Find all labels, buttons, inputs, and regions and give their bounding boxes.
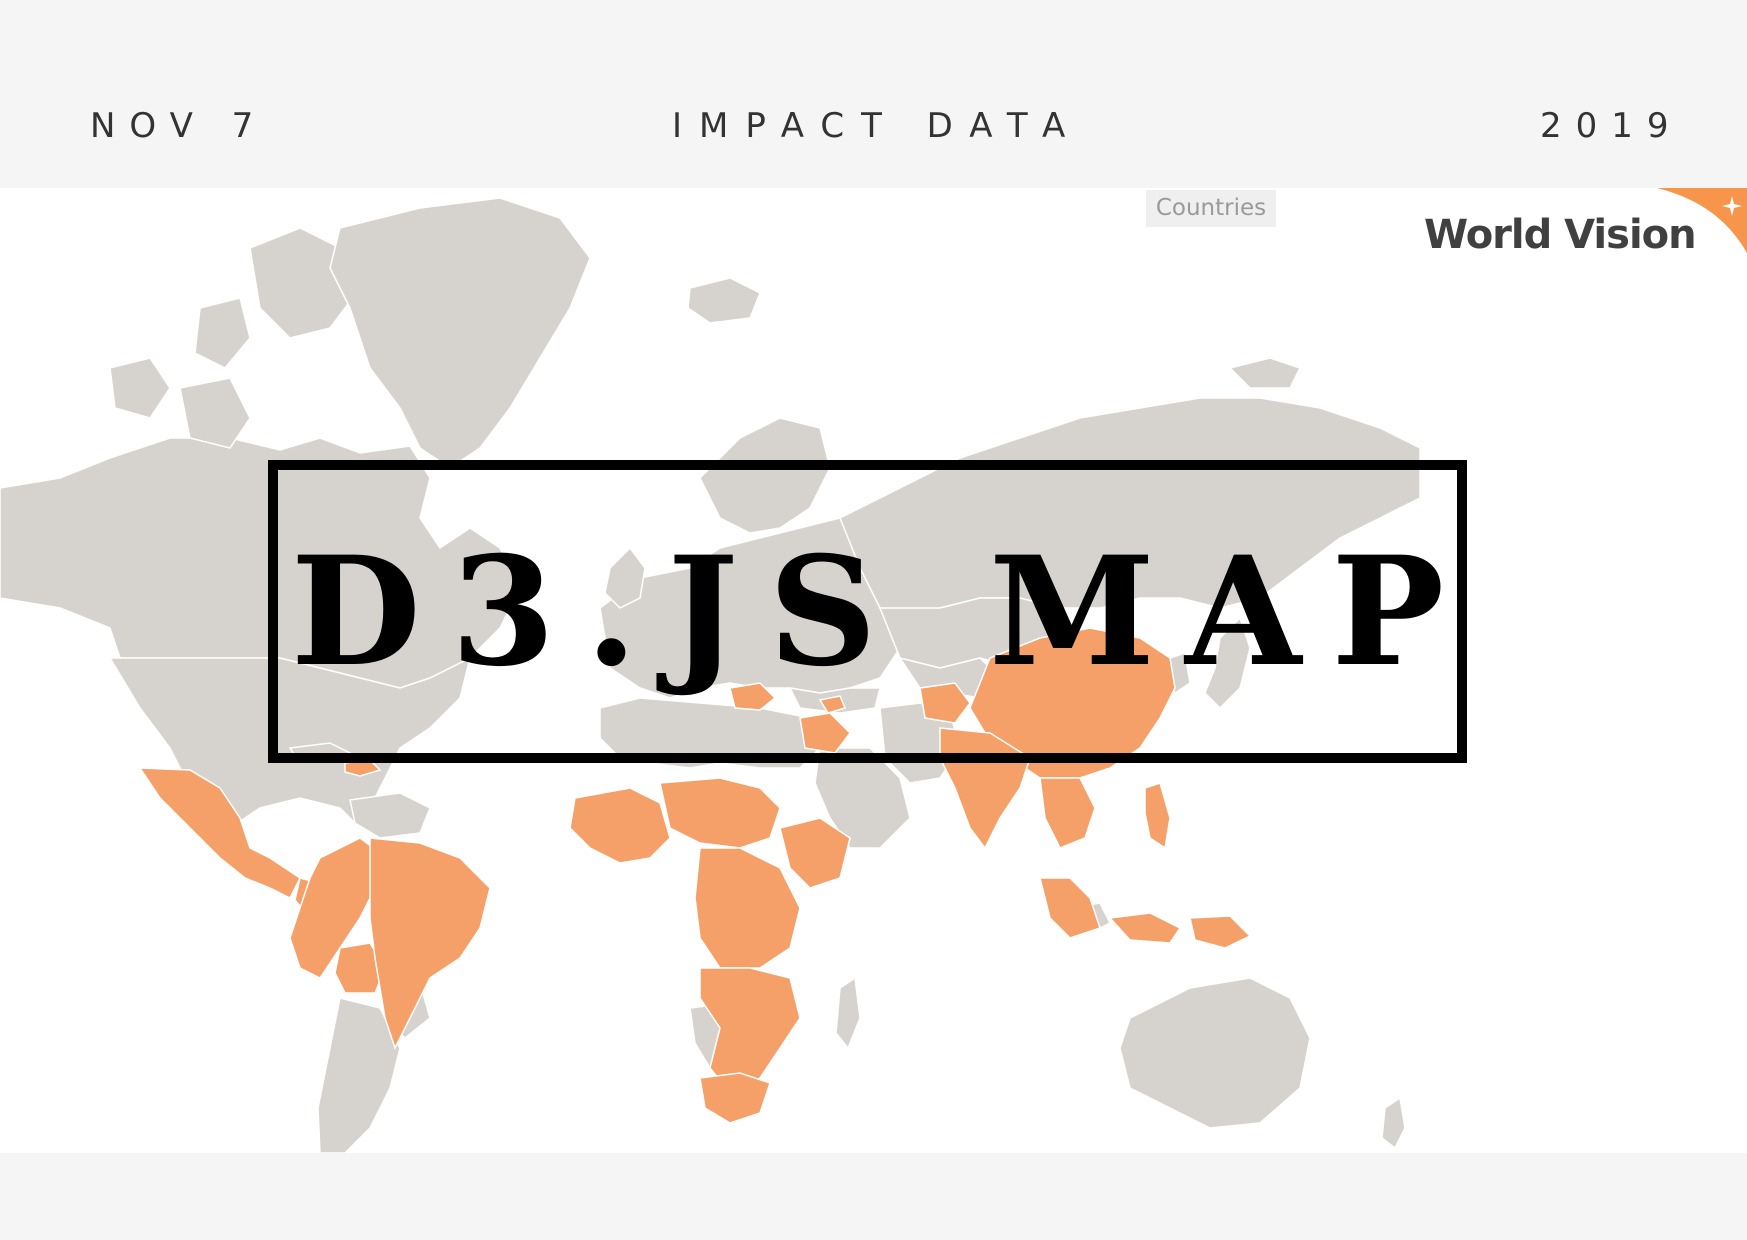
country-armenia-georgia[interactable] (818, 695, 847, 714)
footer-bar (0, 1153, 1747, 1240)
header-date: NOV 7 (90, 106, 268, 146)
region-europe[interactable] (599, 517, 901, 699)
country-ethiopia-somalia[interactable] (779, 817, 851, 889)
country-south-africa[interactable] (699, 1072, 771, 1124)
country-afghanistan[interactable] (919, 682, 971, 724)
island-arctic-4[interactable] (109, 357, 171, 419)
country-japan[interactable] (1204, 616, 1251, 710)
country-brazil[interactable] (369, 837, 491, 1050)
island-far-east[interactable] (1228, 357, 1302, 389)
header-bar (0, 0, 1747, 188)
country-uk[interactable] (604, 546, 646, 609)
country-venezuela[interactable] (349, 792, 431, 839)
region-east-central-africa[interactable] (694, 847, 801, 969)
title-frame: D3.JS MAP (268, 460, 1467, 763)
main-title: D3.JS MAP (290, 523, 1475, 700)
country-greenland[interactable] (329, 197, 591, 469)
island-arctic-5[interactable] (179, 377, 251, 449)
country-png[interactable] (1189, 915, 1252, 949)
region-sahel[interactable] (659, 777, 781, 849)
country-mexico[interactable] (138, 767, 301, 900)
map-legend-label[interactable]: Countries (1146, 190, 1276, 227)
country-philippines[interactable] (1144, 782, 1171, 850)
country-indonesia-east[interactable] (1108, 912, 1182, 944)
country-indonesia-west[interactable] (1039, 877, 1101, 939)
logo-text: World Vision (1424, 212, 1697, 258)
map-land-layer (0, 197, 1421, 1153)
header-subtitle: IMPACT DATA (672, 106, 1083, 146)
island-arctic-3[interactable] (194, 297, 251, 369)
logo-swoosh-icon (1657, 188, 1747, 253)
region-southern-africa[interactable] (699, 967, 801, 1094)
country-new-zealand[interactable] (1381, 1096, 1406, 1150)
world-vision-logo: World Vision (1420, 188, 1747, 278)
country-bolivia[interactable] (334, 942, 386, 994)
region-scandinavia[interactable] (699, 417, 831, 534)
region-west-africa[interactable] (569, 787, 671, 864)
world-map[interactable] (0, 188, 1747, 1153)
country-madagascar[interactable] (835, 976, 861, 1050)
region-indochina[interactable] (1039, 777, 1096, 849)
country-australia[interactable] (1119, 977, 1311, 1129)
world-map-panel[interactable] (0, 188, 1747, 1153)
country-lebanon-jordan-iraq[interactable] (799, 712, 851, 754)
country-romania[interactable] (729, 682, 777, 711)
country-iceland[interactable] (687, 277, 761, 324)
map-highlight-layer (138, 627, 1252, 1124)
header-year: 2019 (1540, 106, 1683, 146)
